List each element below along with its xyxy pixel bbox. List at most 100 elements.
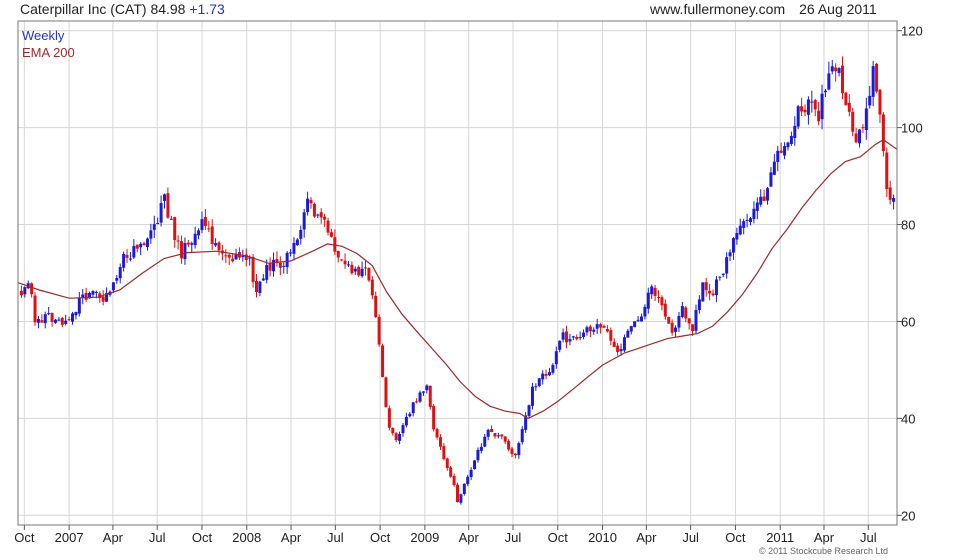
candle-body [309, 199, 313, 204]
candle-body [98, 293, 102, 299]
x-tick-label: 2011 [766, 530, 794, 545]
candle-body [830, 66, 834, 72]
candle-body [145, 238, 149, 248]
candle-body [272, 259, 276, 272]
candle-body [398, 433, 402, 441]
candle-body [520, 429, 524, 443]
candle-body [316, 214, 320, 216]
candle-body [476, 450, 480, 461]
candle-body [558, 340, 562, 350]
candle-body [691, 324, 695, 332]
candle-body [43, 314, 47, 324]
candle-body [561, 332, 565, 340]
candle-body [186, 242, 190, 245]
candle-body [878, 89, 882, 115]
candle-body [599, 324, 603, 328]
candle-body [94, 291, 98, 293]
candle-body [282, 265, 286, 267]
candle-body [176, 240, 180, 242]
candle-body [57, 319, 61, 321]
y-tick-label: 120 [901, 24, 923, 39]
x-tick-label: Jul [327, 530, 344, 545]
candle-body [585, 327, 589, 333]
candle-body [547, 372, 551, 376]
candle-body [415, 401, 419, 403]
candle-body [47, 313, 51, 315]
candle-body [418, 392, 422, 402]
candle-body [241, 255, 245, 258]
candle-body [789, 135, 793, 144]
candle-body [840, 65, 844, 94]
x-tick-label: Apr [814, 530, 835, 545]
candle-body [299, 229, 303, 239]
candle-body [796, 106, 800, 127]
candle-body [643, 306, 647, 317]
y-tick-label: 40 [901, 411, 915, 426]
copyright-notice: © 2011 Stockcube Research Ltd [759, 546, 889, 556]
candle-body [128, 258, 132, 260]
x-tick-label: Oct [370, 530, 391, 545]
candle-body [881, 114, 885, 151]
candle-body [203, 216, 207, 227]
candle-body [854, 133, 858, 143]
candle-body [834, 67, 838, 72]
candle-body [888, 187, 892, 200]
candle-body [779, 150, 783, 153]
x-tick-label: 2008 [232, 530, 261, 545]
candle-body [823, 90, 827, 93]
candle-body [139, 243, 143, 248]
candle-body [411, 402, 415, 414]
candle-body [459, 494, 463, 503]
candle-body [694, 309, 698, 331]
candle-body [759, 196, 763, 205]
x-tick-label: 2009 [410, 530, 439, 545]
candle-body [622, 337, 626, 351]
candle-body [67, 319, 71, 321]
candle-body [445, 458, 449, 468]
candle-body [711, 293, 715, 296]
candle-body [357, 266, 361, 276]
candle-body [333, 237, 337, 252]
candle-body [336, 250, 340, 258]
candle-body [588, 326, 592, 332]
candle-body [851, 111, 855, 132]
candle-body [323, 216, 327, 220]
candle-body [197, 230, 201, 236]
candle-body [312, 203, 316, 217]
candle-body [697, 299, 701, 311]
y-tick-label: 100 [901, 121, 923, 136]
candle-body [53, 319, 57, 323]
candle-body [258, 281, 262, 293]
candle-body [704, 282, 708, 291]
candle-body [527, 405, 531, 416]
candle-body [329, 232, 333, 237]
candle-body [142, 243, 146, 246]
candle-body [755, 202, 759, 211]
candle-body [462, 483, 466, 494]
candle-body [565, 331, 569, 343]
candle-body [306, 198, 310, 213]
candle-body [479, 446, 483, 451]
candle-body [118, 267, 122, 279]
candle-body [295, 239, 299, 246]
candle-body [530, 386, 534, 406]
candle-body [370, 279, 374, 296]
candle-body [360, 268, 364, 277]
candle-body [629, 326, 633, 332]
candle-body [152, 224, 156, 230]
x-axis: Oct 2007 Apr Jul Oct 2008 Apr Jul Oct 2009 Apr Jul O… [14, 525, 877, 545]
candle-body [173, 217, 177, 240]
candle-body [122, 253, 126, 268]
candle-body [864, 108, 868, 131]
candle-body [125, 254, 129, 258]
candle-body [159, 203, 163, 223]
candle-body [633, 321, 637, 328]
x-tick-label: Jul [149, 530, 166, 545]
candle-body [169, 218, 173, 220]
candle-body [435, 428, 439, 438]
candle-body [200, 219, 204, 231]
candle-body [738, 225, 742, 235]
candle-body [442, 446, 446, 460]
ema-line-group [17, 138, 898, 420]
